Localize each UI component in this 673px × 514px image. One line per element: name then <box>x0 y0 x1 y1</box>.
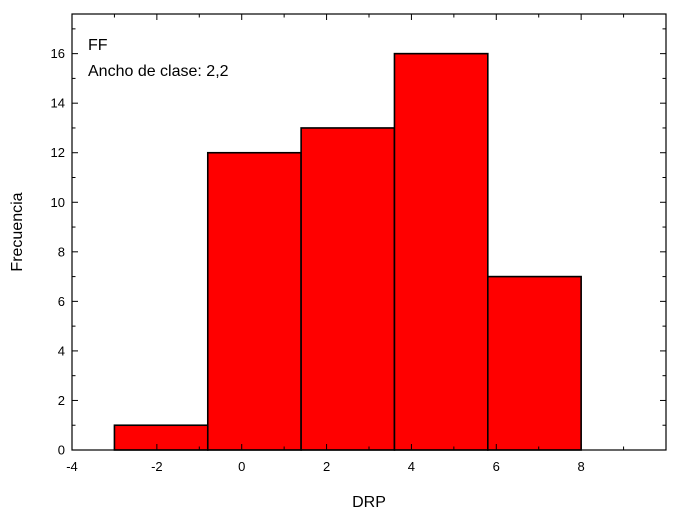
annotation-series-name: FF <box>88 37 108 54</box>
y-tick-label: 8 <box>58 244 65 259</box>
x-tick-label: -2 <box>151 459 163 474</box>
x-tick-label: 8 <box>578 459 585 474</box>
y-tick-label: 14 <box>51 96 65 111</box>
x-tick-label: 4 <box>408 459 415 474</box>
histogram-bar-1 <box>206 151 302 451</box>
x-tick-label: 0 <box>238 459 245 474</box>
y-axis-title: Frecuencia <box>9 192 26 271</box>
y-tick-label: 6 <box>58 294 65 309</box>
y-tick-label: 16 <box>51 46 65 61</box>
x-tick-label: 2 <box>323 459 330 474</box>
x-tick-label: 6 <box>493 459 500 474</box>
histogram-bar-0 <box>113 424 209 451</box>
y-tick-label: 12 <box>51 145 65 160</box>
y-axis-ticks: 0 2 4 6 8 10 12 14 16 <box>51 28 666 458</box>
x-axis-title: DRP <box>352 494 386 511</box>
histogram-bar-2 <box>300 127 396 451</box>
y-tick-label: 0 <box>58 443 65 458</box>
histogram-bar-4 <box>486 275 582 451</box>
x-tick-label: -4 <box>66 459 78 474</box>
y-tick-label: 4 <box>58 343 65 358</box>
y-tick-label: 10 <box>51 195 65 210</box>
histogram-bar-3 <box>393 52 489 451</box>
y-tick-label: 2 <box>58 393 65 408</box>
bars-group <box>113 52 582 451</box>
annotation-class-width: Ancho de clase: 2,2 <box>88 63 229 80</box>
x-axis-ticks: -4 -2 0 2 4 6 8 <box>66 14 625 474</box>
